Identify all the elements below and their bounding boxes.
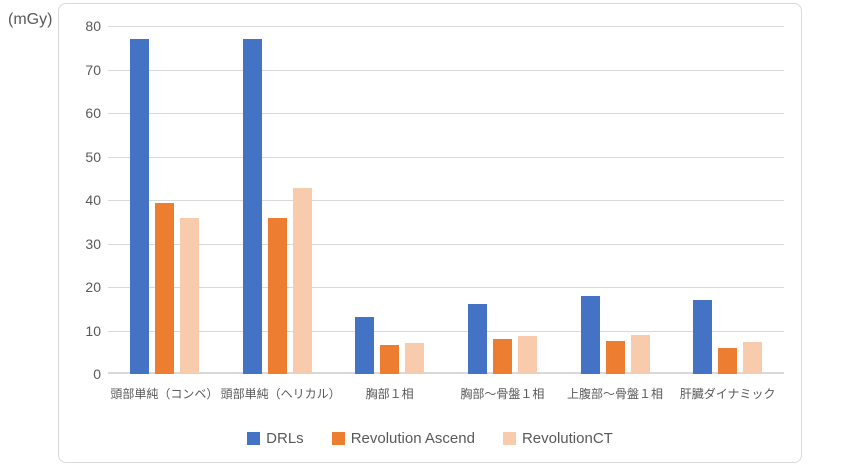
gridline	[108, 69, 784, 71]
bar-series2-group5	[605, 341, 625, 374]
x-category-label: 頭部単純（ヘリカル）	[220, 387, 341, 401]
legend-swatch	[502, 432, 516, 445]
x-category-label: 胸部１相	[365, 387, 414, 401]
y-tick-label: 80	[85, 18, 101, 34]
y-tick-label: 40	[85, 192, 101, 208]
bar-series2-group3	[380, 345, 400, 374]
gridline	[108, 243, 784, 245]
chart-container: 0 10 20 30 40 50 60 70 80 頭部単純（コンベ） 頭部単純（ヘリカル） 胸部１…	[58, 3, 802, 463]
bar-series1-group5	[580, 295, 600, 374]
y-tick-label: 0	[93, 366, 101, 382]
y-tick-label: 70	[85, 61, 101, 78]
bar-series3-group2	[292, 188, 312, 374]
bar-series3-group4	[517, 335, 537, 374]
y-axis-unit-label: (mGy)	[8, 11, 53, 28]
bar-series2-group1	[154, 203, 174, 374]
y-tick-label: 30	[85, 235, 101, 252]
x-axis-line	[108, 372, 784, 374]
bar-series2-group4	[492, 339, 512, 374]
legend-label: DRLs	[266, 430, 304, 447]
legend-swatch	[331, 432, 345, 445]
legend-label: Revolution Ascend	[350, 430, 475, 447]
y-tick-label: 20	[85, 279, 101, 295]
bar-series3-group6	[743, 342, 763, 374]
y-tick-label: 10	[85, 322, 101, 339]
y-tick-label: 50	[85, 148, 101, 165]
gridline	[108, 156, 784, 158]
bar-series1-group4	[467, 304, 487, 374]
chart-legend: DRLs Revolution Ascend RevolutionCT	[59, 430, 801, 447]
x-category-label: 上腹部～骨盤１相	[566, 387, 663, 401]
legend-item-1: DRLs	[247, 430, 304, 447]
bar-series3-group3	[405, 342, 425, 374]
gridline	[108, 113, 784, 114]
y-tick-label: 60	[85, 105, 101, 121]
gridline	[108, 200, 784, 201]
x-category-label: 胸部～骨盤１相	[460, 387, 545, 401]
legend-item-2: Revolution Ascend	[331, 430, 475, 447]
bar-series3-group1	[179, 217, 199, 374]
legend-swatch	[247, 432, 261, 445]
bar-series1-group1	[129, 39, 149, 374]
bar-series3-group5	[630, 334, 650, 374]
bar-series2-group6	[718, 348, 738, 374]
gridline	[108, 330, 784, 332]
gridline	[108, 287, 784, 288]
x-category-label: 肝臓ダイナミック	[679, 387, 776, 401]
legend-label: RevolutionCT	[521, 430, 613, 447]
bar-series1-group6	[693, 300, 713, 374]
bar-series2-group2	[267, 218, 287, 374]
bar-series1-group2	[242, 39, 262, 374]
gridline	[108, 26, 784, 27]
bar-series1-group3	[355, 317, 375, 374]
plot-area	[108, 26, 784, 374]
x-category-label: 頭部単純（コンベ）	[110, 387, 219, 401]
legend-item-3: RevolutionCT	[502, 430, 613, 447]
